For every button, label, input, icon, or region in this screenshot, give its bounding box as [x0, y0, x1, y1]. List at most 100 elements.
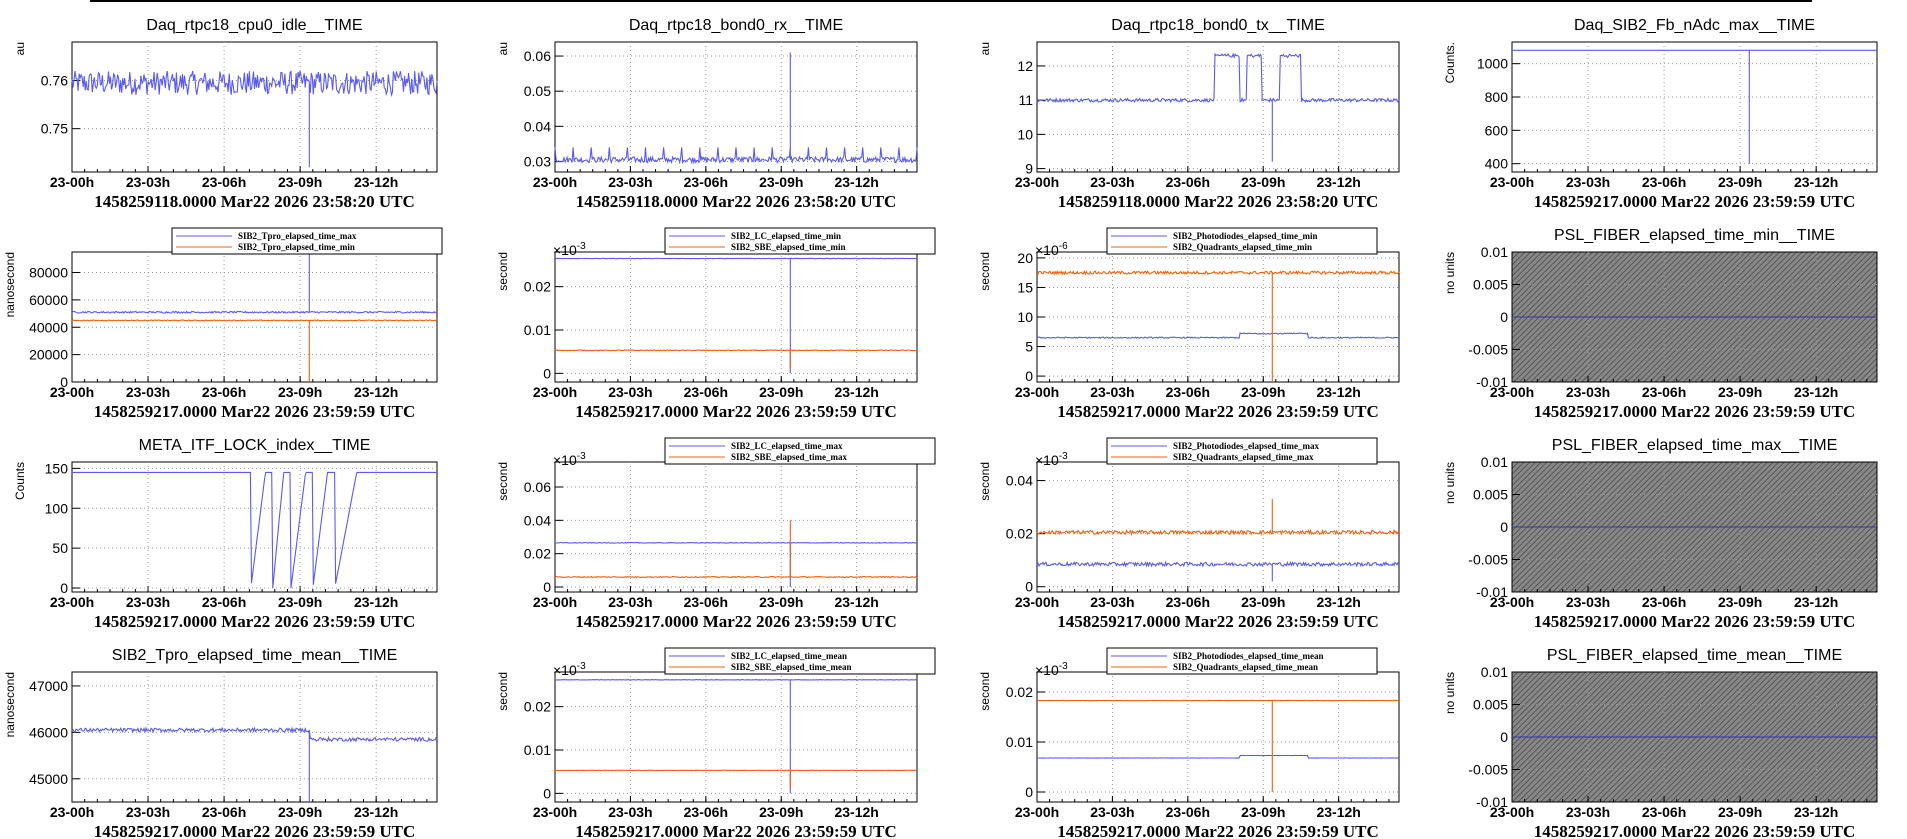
- x-tick-label: 23-12h: [834, 594, 878, 610]
- series-line-0: [71, 70, 438, 168]
- x-tick-label: 23-06h: [202, 174, 246, 190]
- plot-area: [71, 671, 438, 803]
- y-tick-label: 400: [1485, 156, 1509, 172]
- y-tick-label: 46000: [29, 724, 68, 740]
- legend-entry: SIB2_Tpro_elapsed_time_max: [238, 231, 357, 241]
- y-axis-label: no units: [1443, 462, 1457, 504]
- legend-entry: SIB2_LC_elapsed_time_mean: [731, 651, 847, 661]
- y-tick-label: 0.03: [524, 153, 551, 169]
- y-tick-label: 0.01: [1481, 454, 1508, 470]
- top-rule: [90, 0, 1812, 2]
- legend-entry: SIB2_Quadrants_elapsed_time_mean: [1173, 662, 1318, 672]
- y-tick-label: -0.01: [1476, 584, 1508, 600]
- legend-entry: SIB2_Photodiodes_elapsed_time_mean: [1173, 651, 1324, 661]
- y-tick-label: 0.01: [524, 322, 551, 338]
- y-tick-label: 0: [543, 785, 551, 801]
- series-line-0: [554, 679, 918, 794]
- y-tick-label: 150: [45, 460, 69, 476]
- chart-11: PSL_FIBER_elapsed_time_max__TIME 23-00h 23…: [1443, 437, 1878, 631]
- plot-area: [1511, 41, 1878, 173]
- x-tick-label: 23-09h: [1718, 174, 1762, 190]
- x-tick-label: 23-03h: [1566, 384, 1610, 400]
- y-tick-label: 100: [45, 500, 69, 516]
- x-tick-label: 23-00h: [50, 384, 94, 400]
- legend-box: [664, 647, 936, 675]
- y-tick-label: 10: [1017, 309, 1033, 325]
- legend-box: [171, 227, 443, 255]
- x-tick-label: 23-12h: [354, 174, 398, 190]
- chart-footer-timestamp: 1458259217.0000 Mar22 2026 23:59:59 UTC: [94, 402, 416, 421]
- y-tick-label: 20000: [29, 347, 68, 363]
- x-tick-label: 23-00h: [1490, 804, 1534, 820]
- series-line-1: [1036, 499, 1400, 536]
- y-tick-label: 0: [543, 579, 551, 595]
- y-tick-label: 15: [1017, 279, 1033, 295]
- chart-footer-timestamp: 1458259217.0000 Mar22 2026 23:59:59 UTC: [1534, 192, 1856, 211]
- chart-7: PSL_FIBER_elapsed_time_min__TIME 23-00h 23…: [1443, 227, 1878, 421]
- y-tick-label: 0.005: [1473, 487, 1508, 503]
- chart-1: Daq_rtpc18_bond0_rx__TIME 23-00h 23-03h 23-…: [496, 17, 918, 211]
- y-exponent-label: ×10-6: [1035, 241, 1068, 258]
- x-tick-label: 23-09h: [278, 174, 322, 190]
- chart-footer-timestamp: 1458259118.0000 Mar22 2026 23:58:20 UTC: [94, 192, 415, 211]
- y-tick-label: 0.01: [524, 742, 551, 758]
- chart-14: 23-00h 23-03h 23-06h 23-09h 23-12h 0 0.01 0.02 s…: [978, 647, 1400, 839]
- x-tick-label: 23-03h: [1090, 384, 1134, 400]
- x-tick-label: 23-12h: [1794, 174, 1838, 190]
- chart-footer-timestamp: 1458259217.0000 Mar22 2026 23:59:59 UTC: [1057, 402, 1379, 421]
- x-tick-label: 23-03h: [608, 594, 652, 610]
- y-exponent-label: ×10-3: [1035, 451, 1068, 468]
- chart-title: PSL_FIBER_elapsed_time_max__TIME: [1552, 437, 1837, 454]
- x-tick-label: 23-12h: [1316, 804, 1360, 820]
- y-tick-label: 0.02: [1006, 684, 1033, 700]
- y-tick-label: 9: [1025, 161, 1033, 177]
- y-tick-label: 0.01: [1481, 244, 1508, 260]
- x-tick-label: 23-00h: [50, 174, 94, 190]
- y-tick-label: 0.02: [1006, 526, 1033, 542]
- y-tick-label: 0.02: [524, 279, 551, 295]
- x-tick-label: 23-03h: [126, 384, 170, 400]
- chart-footer-timestamp: 1458259217.0000 Mar22 2026 23:59:59 UTC: [575, 612, 897, 631]
- x-tick-label: 23-09h: [1241, 594, 1285, 610]
- x-tick-label: 23-12h: [1316, 384, 1360, 400]
- y-tick-label: 11: [1018, 92, 1033, 108]
- plot-area: [554, 251, 918, 383]
- y-tick-label: 10: [1017, 126, 1033, 142]
- series-line-0: [554, 52, 918, 165]
- x-tick-label: 23-06h: [1642, 174, 1686, 190]
- y-axis-label: second: [978, 672, 992, 711]
- x-tick-label: 23-00h: [1015, 594, 1059, 610]
- legend-entry: SIB2_SBE_elapsed_time_mean: [731, 662, 852, 672]
- y-tick-label: 1000: [1477, 56, 1508, 72]
- x-tick-label: 23-09h: [278, 804, 322, 820]
- x-tick-label: 23-06h: [202, 594, 246, 610]
- y-tick-label: 0.06: [524, 48, 551, 64]
- x-tick-label: 23-12h: [1316, 594, 1360, 610]
- y-tick-label: 0.01: [1481, 664, 1508, 680]
- series-line-1: [1037, 699, 1399, 792]
- series-line-1: [554, 349, 918, 369]
- y-tick-label: 0: [60, 580, 68, 596]
- y-tick-label: 0.01: [1006, 734, 1033, 750]
- x-tick-label: 23-06h: [684, 594, 728, 610]
- y-tick-label: 0.04: [524, 512, 551, 528]
- x-tick-label: 23-09h: [759, 594, 803, 610]
- x-tick-label: 23-09h: [1241, 804, 1285, 820]
- chart-0: Daq_rtpc18_cpu0_idle__TIME 23-00h 23-03h 23…: [13, 17, 438, 211]
- y-tick-label: -0.01: [1476, 794, 1508, 810]
- chart-footer-timestamp: 1458259217.0000 Mar22 2026 23:59:59 UTC: [1057, 612, 1379, 631]
- y-axis-label: nanosecond: [3, 252, 17, 317]
- y-tick-label: 0.005: [1473, 277, 1508, 293]
- y-axis-label: second: [496, 462, 510, 501]
- y-axis-label: Counts.: [1443, 42, 1457, 83]
- x-tick-label: 23-12h: [354, 804, 398, 820]
- x-tick-label: 23-03h: [1090, 804, 1134, 820]
- series-line-1: [554, 520, 918, 579]
- chart-13: 23-00h 23-03h 23-06h 23-09h 23-12h 0 0.01 0.02 s…: [496, 647, 936, 839]
- x-tick-label: 23-06h: [202, 384, 246, 400]
- x-tick-label: 23-00h: [1490, 594, 1534, 610]
- legend-entry: SIB2_LC_elapsed_time_max: [731, 441, 843, 451]
- y-tick-label: 0: [1025, 368, 1033, 384]
- x-tick-label: 23-09h: [1241, 384, 1285, 400]
